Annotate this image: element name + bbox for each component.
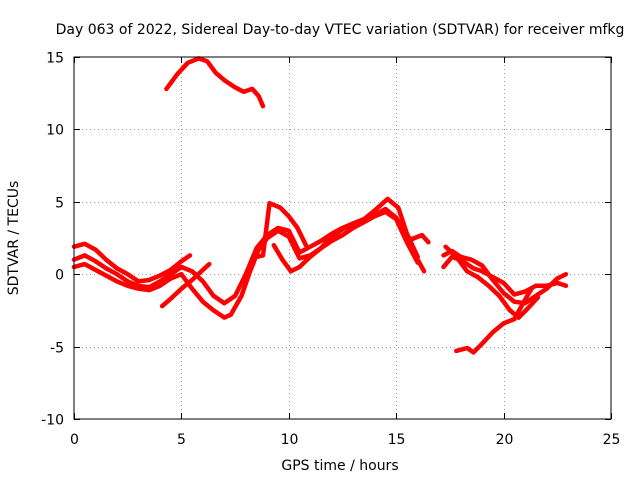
x-tick-label: 10 (281, 432, 299, 448)
y-tick-label: 5 (55, 196, 64, 212)
x-tick-label: 5 (177, 432, 186, 448)
series-arc-a (71, 241, 193, 284)
x-tick-label: 0 (70, 432, 79, 448)
y-tick-label: -5 (50, 341, 64, 357)
y-tick-label: 15 (46, 51, 64, 67)
x-axis-label: GPS time / hours (281, 458, 398, 474)
series-arc-j (443, 244, 541, 320)
y-axis-label: SDTVAR / TECUs (6, 181, 22, 296)
x-tick-label: 20 (496, 432, 514, 448)
data-series (71, 56, 569, 355)
axis-ticks: 0 5 10 15 20 25 -10 -5 0 5 10 15 (41, 51, 620, 449)
series-arc-e (254, 200, 309, 260)
series-arc-high (164, 56, 266, 109)
series-arc-i (441, 254, 569, 297)
grid (74, 57, 611, 419)
y-tick-label: 0 (55, 268, 64, 284)
series-arc-f (271, 196, 420, 274)
series-arc-h (441, 248, 569, 306)
y-tick-label: -10 (41, 413, 64, 429)
y-tick-label: 10 (46, 123, 64, 139)
x-tick-label: 15 (388, 432, 406, 448)
series-arc-c (71, 209, 420, 320)
series-arc-g (400, 229, 431, 245)
series-arc-b (71, 206, 427, 306)
chart-title: Day 063 of 2022, Sidereal Day-to-day VTE… (56, 22, 625, 38)
series-arc-k (454, 286, 534, 355)
plot-frame (73, 56, 612, 420)
series-arc-d (159, 261, 212, 309)
x-tick-label: 25 (603, 432, 621, 448)
